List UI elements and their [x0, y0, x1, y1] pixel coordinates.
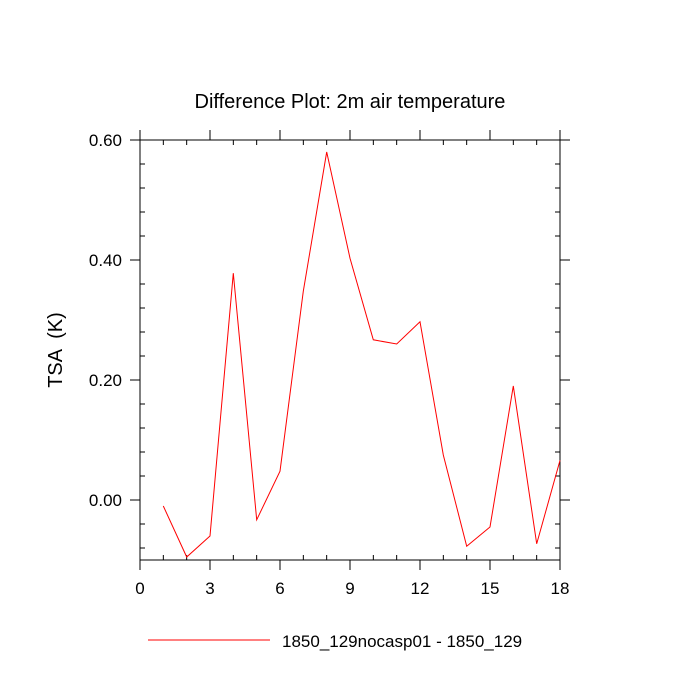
axis-ticks [130, 130, 570, 570]
y-tick-label: 0.00 [89, 491, 122, 510]
x-tick-label: 0 [135, 579, 144, 598]
series-lines [162, 151, 561, 558]
x-tick-label: 6 [275, 579, 284, 598]
plot-frame [139, 139, 561, 561]
x-tick-label: 15 [481, 579, 500, 598]
y-axis-label: TSA (K) [45, 312, 67, 388]
x-tick-labels: 0 3 6 9 12 15 18 [135, 579, 569, 598]
chart-title: Difference Plot: 2m air temperature [195, 91, 506, 113]
legend-label: 1850_129nocasp01 - 1850_129 [282, 632, 522, 651]
series-line [162, 151, 561, 558]
y-tick-label: 0.20 [89, 371, 122, 390]
x-tick-label: 3 [205, 579, 214, 598]
y-tick-label: 0.40 [89, 251, 122, 270]
x-tick-label: 12 [411, 579, 430, 598]
y-tick-label: 0.60 [89, 131, 122, 150]
y-tick-labels: 0.00 0.20 0.40 0.60 [89, 131, 122, 510]
x-tick-label: 9 [345, 579, 354, 598]
x-tick-label: 18 [551, 579, 570, 598]
